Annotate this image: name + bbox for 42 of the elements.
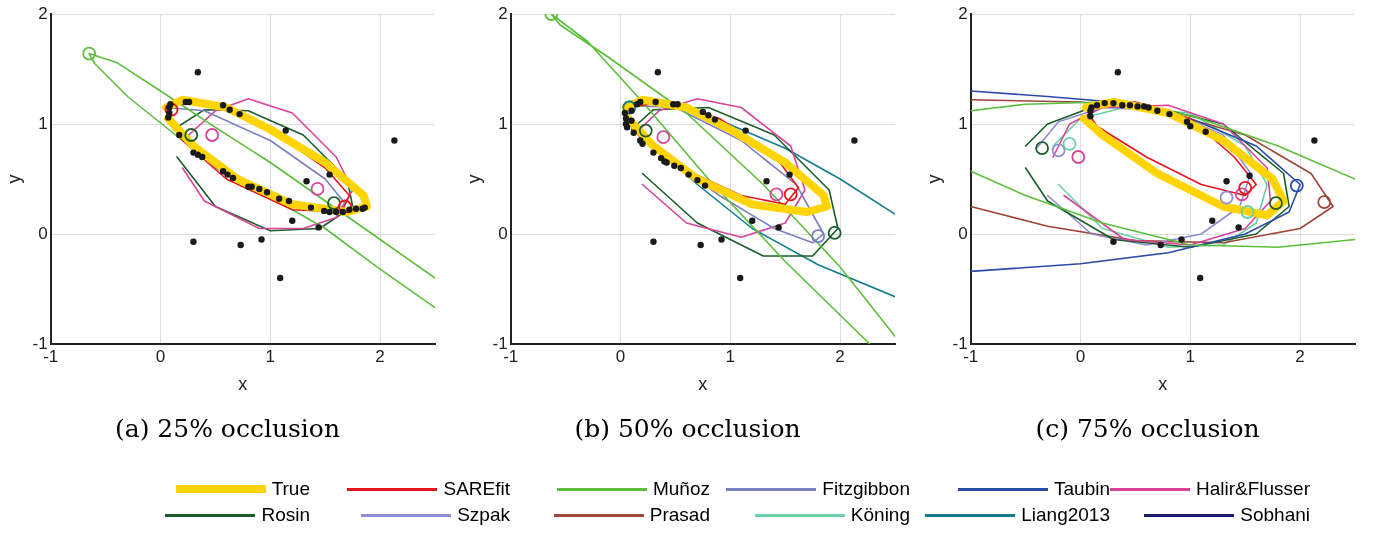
- x-tick-label: 2: [835, 346, 845, 366]
- x-tick-label: 1: [725, 346, 736, 366]
- x-axis-title: x: [698, 374, 708, 395]
- y-tick-label: -1: [492, 333, 508, 353]
- y-axis-title: y: [3, 174, 24, 184]
- x-axis-title: x: [1158, 374, 1168, 395]
- legend-label: Szpak: [457, 504, 510, 526]
- y-tick-label: -1: [32, 333, 48, 353]
- y-tick-label: 0: [958, 223, 968, 243]
- y-axis-title: y: [923, 174, 944, 184]
- x-tick-label: 1: [265, 346, 276, 366]
- y-tick-label: 2: [38, 3, 48, 23]
- legend-label: SAREfit: [443, 478, 510, 500]
- x-tick-label: 0: [615, 346, 626, 366]
- text: (b) 50% occlusion: [573, 414, 802, 443]
- y-tick-label: 0: [498, 223, 508, 243]
- legend-label: Liang2013: [1021, 504, 1110, 526]
- legend-label: Muñoz: [652, 478, 710, 500]
- x-axis-title: x: [238, 374, 248, 395]
- y-tick-label: 2: [498, 3, 508, 23]
- legend-label: Taubin: [1054, 478, 1110, 500]
- x-tick-label: 1: [1185, 346, 1196, 366]
- legend-label: Rosin: [261, 504, 310, 526]
- legend-label: Halir&Flusser: [1195, 478, 1310, 500]
- text: (c) 75% occlusion: [1034, 414, 1261, 443]
- y-tick-label: -1: [952, 333, 968, 353]
- legend-label: Fitzgibbon: [822, 478, 910, 500]
- legend-label: True: [271, 478, 310, 500]
- y-tick-label: 2: [958, 3, 968, 23]
- x-tick-label: 0: [155, 346, 166, 366]
- y-tick-label: 1: [38, 113, 48, 133]
- y-axis-title: y: [463, 174, 484, 184]
- legend-label: Köning: [850, 504, 910, 526]
- legend-label: Prasad: [649, 504, 710, 526]
- legend-label: Sobhani: [1240, 504, 1310, 526]
- x-tick-label: 2: [1295, 346, 1305, 366]
- x-tick-label: 0: [1075, 346, 1086, 366]
- text: (a) 25% occlusion: [114, 414, 341, 443]
- y-tick-label: 0: [38, 223, 48, 243]
- x-tick-label: 2: [375, 346, 385, 366]
- y-tick-label: 1: [958, 113, 968, 133]
- y-tick-label: 1: [498, 113, 508, 133]
